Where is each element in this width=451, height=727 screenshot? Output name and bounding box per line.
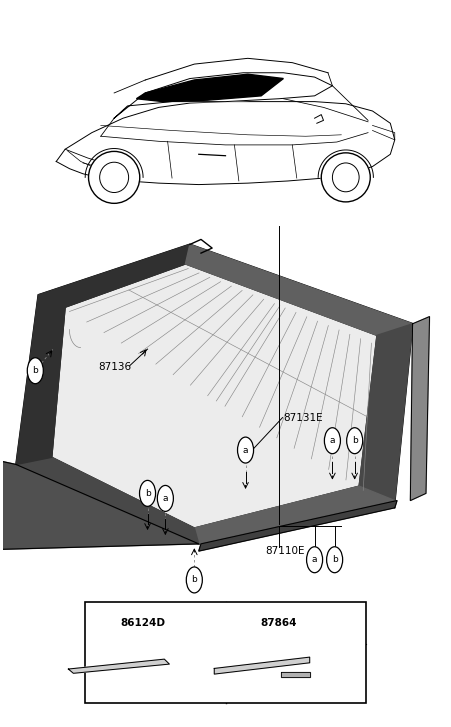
Circle shape xyxy=(238,437,253,463)
Polygon shape xyxy=(0,459,199,550)
Circle shape xyxy=(27,358,43,384)
Polygon shape xyxy=(199,501,397,551)
Circle shape xyxy=(307,547,322,573)
Polygon shape xyxy=(56,102,395,185)
Polygon shape xyxy=(185,244,413,335)
Circle shape xyxy=(327,547,343,573)
Polygon shape xyxy=(194,486,395,544)
Text: 87864: 87864 xyxy=(260,618,297,628)
Circle shape xyxy=(139,481,156,506)
Text: b: b xyxy=(145,489,151,498)
Circle shape xyxy=(157,486,173,511)
Text: b: b xyxy=(244,618,250,628)
Text: a: a xyxy=(330,436,335,445)
Ellipse shape xyxy=(88,151,140,204)
Polygon shape xyxy=(38,244,190,308)
Polygon shape xyxy=(16,295,65,465)
Circle shape xyxy=(347,427,363,454)
Text: 86124D: 86124D xyxy=(121,618,166,628)
Text: b: b xyxy=(352,436,358,445)
Text: 87110E: 87110E xyxy=(266,546,305,556)
Polygon shape xyxy=(52,264,377,528)
Polygon shape xyxy=(359,324,413,501)
Polygon shape xyxy=(136,74,283,102)
Polygon shape xyxy=(410,316,429,501)
Text: a: a xyxy=(104,618,110,628)
Polygon shape xyxy=(69,659,170,673)
Polygon shape xyxy=(214,657,310,674)
Circle shape xyxy=(324,427,341,454)
Text: a: a xyxy=(243,446,249,454)
Text: a: a xyxy=(312,555,318,564)
Circle shape xyxy=(239,611,254,635)
Text: a: a xyxy=(163,494,168,503)
Text: 87136: 87136 xyxy=(99,362,132,372)
Text: b: b xyxy=(191,576,197,585)
Text: 87131E: 87131E xyxy=(283,413,323,422)
Text: b: b xyxy=(332,555,337,564)
Bar xyxy=(85,601,366,702)
Polygon shape xyxy=(16,244,413,544)
Circle shape xyxy=(186,567,202,593)
Ellipse shape xyxy=(321,153,370,202)
Polygon shape xyxy=(281,672,310,678)
Text: b: b xyxy=(32,366,38,375)
Circle shape xyxy=(100,611,115,635)
Polygon shape xyxy=(16,457,199,544)
Polygon shape xyxy=(114,73,332,119)
